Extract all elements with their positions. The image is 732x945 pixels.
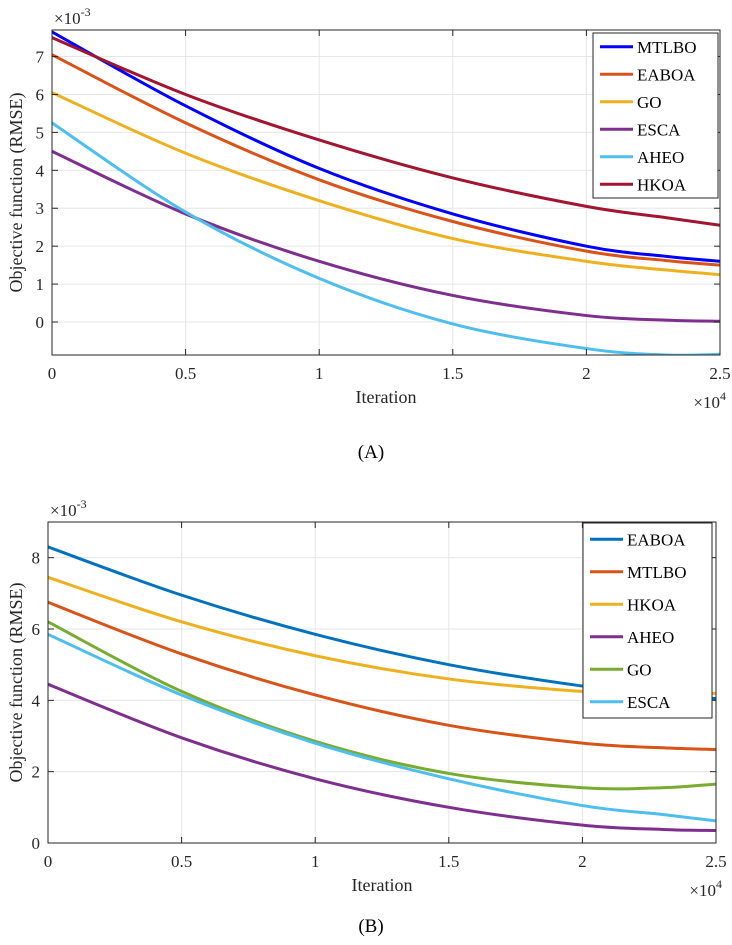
y-tick-label: 6 <box>36 85 45 104</box>
y-tick-label: 7 <box>36 48 45 67</box>
axes-box <box>47 521 717 844</box>
x-tick-label: 2 <box>578 852 587 871</box>
legend-label-mtlbo: MTLBO <box>627 563 687 582</box>
y-tick-label: 4 <box>32 691 41 710</box>
y-tick-label: 5 <box>36 123 45 142</box>
legend-box <box>592 32 719 199</box>
legend-label-go: GO <box>627 660 652 679</box>
x-tick-label: 0.5 <box>175 364 196 383</box>
x-tick-label: 1.5 <box>438 852 459 871</box>
y-multiplier-exp: -3 <box>81 5 91 19</box>
legend: EABOA MTLBO HKOA AHEO GO ESCA <box>582 522 713 719</box>
x-tick-label: 2.5 <box>709 364 730 383</box>
x-multiplier: ×104 <box>693 389 726 412</box>
x-tick-label: 0 <box>48 364 57 383</box>
x-tick-label: 1.5 <box>442 364 463 383</box>
series-line-mtlbo <box>48 600 716 752</box>
series-line-hkoa <box>52 36 720 227</box>
figure-caption: (B) <box>358 916 383 937</box>
y-tick-label: 6 <box>32 620 41 639</box>
y-tick-label: 4 <box>36 161 45 180</box>
legend-label-hkoa: HKOA <box>627 595 677 614</box>
series-line-aheo <box>52 121 720 355</box>
legend-label-eaboa: EABOA <box>627 530 686 549</box>
x-multiplier-exp: 4 <box>716 877 722 891</box>
x-multiplier-exp: 4 <box>720 389 726 403</box>
y-axis-label: Objective function (RMSE) <box>6 583 27 783</box>
x-axis-label: Iteration <box>356 387 417 407</box>
x-tick-label: 0.5 <box>171 852 192 871</box>
x-multiplier: ×104 <box>689 877 722 900</box>
figure-caption: (A) <box>358 442 384 463</box>
x-tick-label: 1 <box>311 852 320 871</box>
y-multiplier: ×10-3 <box>54 5 91 28</box>
y-multiplier-base: ×10 <box>54 9 81 28</box>
y-tick-label: 8 <box>32 549 41 568</box>
y-tick-label: 1 <box>36 275 45 294</box>
x-multiplier-base: ×10 <box>689 881 716 900</box>
y-tick-label: 0 <box>36 313 45 332</box>
legend-label-esca: ESCA <box>627 693 671 712</box>
x-axis-label: Iteration <box>352 875 413 895</box>
series-line-esca <box>48 632 716 823</box>
x-tick-label: 1 <box>315 364 324 383</box>
y-multiplier-exp: -3 <box>77 497 87 511</box>
legend-label-esca: ESCA <box>637 120 681 139</box>
legend-label-mtlbo: MTLBO <box>637 38 697 57</box>
x-tick-label: 2 <box>582 364 591 383</box>
y-tick-label: 0 <box>32 834 41 853</box>
y-tick-label: 2 <box>32 763 41 782</box>
legend: MTLBO EABOA GO ESCA AHEO HKOA <box>592 32 719 199</box>
series-line-mtlbo <box>52 30 720 263</box>
series-line-eaboa <box>52 53 720 267</box>
chart-a: 0 0.5 1 1.5 2 2.501234567×10-3×104IterationOb… <box>6 5 731 463</box>
y-multiplier-base: ×10 <box>50 501 77 520</box>
y-tick-label: 3 <box>36 199 45 218</box>
x-tick-label: 0 <box>44 852 53 871</box>
series-line-esca <box>52 149 720 323</box>
x-multiplier-base: ×10 <box>693 393 720 412</box>
legend-label-aheo: AHEO <box>627 628 674 647</box>
x-tick-label: 2.5 <box>705 852 726 871</box>
chart-b: 0 0.5 1 1.5 2 2.502468×10-3×104IterationObjec… <box>6 497 727 937</box>
y-tick-label: 2 <box>36 237 45 256</box>
series-line-aheo <box>48 682 716 833</box>
series-line-go <box>52 91 720 277</box>
legend-label-go: GO <box>637 93 662 112</box>
axes-box <box>51 29 721 356</box>
legend-box <box>582 522 713 719</box>
series-line-go <box>48 620 716 791</box>
legend-label-eaboa: EABOA <box>637 65 696 84</box>
legend-label-hkoa: HKOA <box>637 175 687 194</box>
legend-label-aheo: AHEO <box>637 148 684 167</box>
y-multiplier: ×10-3 <box>50 497 87 520</box>
y-axis-label: Objective function (RMSE) <box>6 93 27 293</box>
